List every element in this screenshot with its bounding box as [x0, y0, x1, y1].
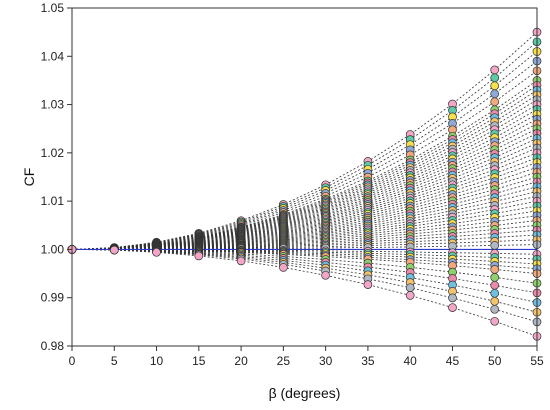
series-line: [71, 70, 538, 250]
data-point: [490, 97, 500, 107]
data-point: [490, 89, 500, 99]
y-ticks: 0.98 0.99 1.00 1.01 1.02 1.03 1.04 1.05: [41, 1, 72, 353]
y-tick-label: 1.03: [41, 98, 65, 112]
data-point: [490, 316, 500, 326]
series-line: [71, 157, 538, 250]
y-tick-label: 1.04: [41, 49, 65, 63]
y-axis-title: CF: [21, 168, 37, 187]
series-line: [71, 51, 538, 250]
x-tick-label: 15: [192, 354, 206, 368]
plot-frame: [71, 7, 538, 347]
series-line: [71, 99, 538, 250]
x-ticks: 0 5 10 15 20 25 30 35 40 45 50 55: [69, 346, 544, 368]
data-point: [490, 273, 500, 282]
data-point: [490, 288, 500, 298]
data-point: [405, 291, 415, 300]
series-line: [71, 249, 538, 303]
data-point: [490, 81, 500, 91]
data-point: [363, 280, 373, 289]
data-point: [109, 245, 119, 255]
data-point: [236, 256, 246, 266]
series-line: [71, 248, 538, 270]
y-tick-label: 1.00: [41, 242, 65, 256]
x-tick-label: 35: [361, 354, 375, 368]
data-point: [405, 283, 415, 293]
x-tick-label: 50: [488, 354, 502, 368]
data-point: [279, 263, 288, 272]
y-tick-label: 1.05: [41, 1, 65, 15]
x-tick-label: 0: [69, 354, 76, 368]
data-point: [490, 265, 500, 274]
data-point: [490, 65, 500, 75]
data-point: [321, 270, 330, 280]
data-point: [490, 73, 500, 83]
data-point: [490, 296, 500, 306]
x-tick-label: 55: [530, 354, 544, 368]
y-tick-label: 0.98: [41, 339, 65, 353]
series-line: [71, 249, 538, 323]
series-line: [71, 147, 538, 250]
data-point: [152, 247, 161, 257]
x-tick-label: 40: [404, 354, 418, 368]
series-line: [71, 31, 538, 250]
series-line: [71, 249, 538, 337]
data-point: [194, 251, 204, 261]
data-point: [490, 280, 500, 290]
data-point: [490, 304, 500, 314]
y-tick-label: 1.02: [41, 146, 65, 160]
marker-layer: [67, 27, 542, 341]
series-line: [71, 89, 538, 250]
x-tick-label: 5: [111, 354, 118, 368]
x-tick-label: 25: [277, 354, 291, 368]
y-tick-label: 0.99: [41, 291, 65, 305]
data-point: [448, 293, 457, 303]
series-line: [71, 80, 538, 250]
y-tick-label: 1.01: [41, 194, 65, 208]
series-layer: [71, 31, 538, 337]
x-axis-title: β (degrees): [269, 385, 341, 401]
data-point: [490, 241, 500, 250]
x-tick-label: 30: [319, 354, 333, 368]
series-line: [71, 195, 538, 250]
x-tick-label: 45: [446, 354, 460, 368]
x-tick-label: 20: [234, 354, 248, 368]
x-tick-label: 10: [150, 354, 164, 368]
data-point: [448, 303, 457, 312]
